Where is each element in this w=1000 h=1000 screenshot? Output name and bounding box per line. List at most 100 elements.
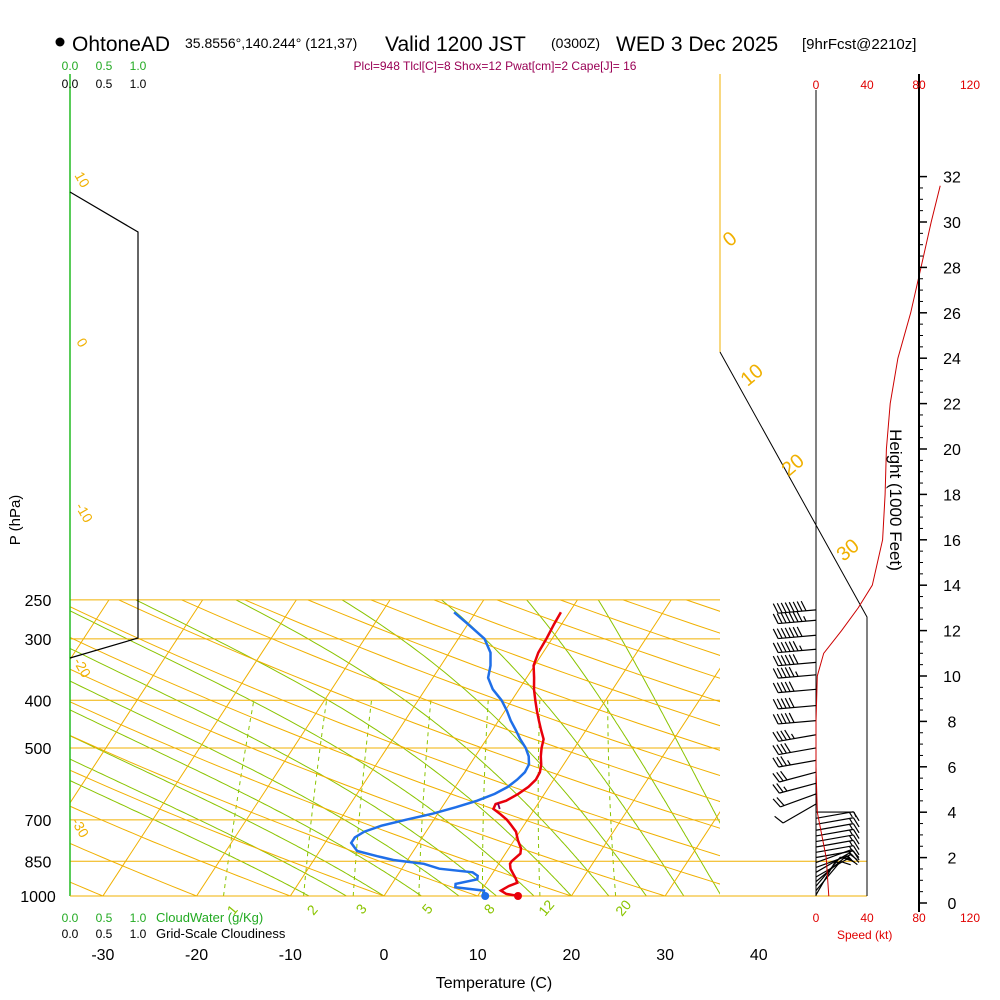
- wind-barb-flag: [780, 602, 787, 613]
- wind-barb-flag: [772, 628, 779, 639]
- wind-barb-flag: [792, 654, 799, 665]
- wind-barb-flag: [788, 697, 795, 708]
- wind-barb-flag: [792, 611, 799, 623]
- wind-barb-staff: [815, 817, 854, 825]
- wind-barb-staff: [778, 634, 817, 640]
- height-tick-label: 22: [943, 397, 961, 414]
- surface-dewpoint-marker: [481, 892, 490, 900]
- dry-adiabat-line: [70, 606, 720, 857]
- wind-barb-flag: [784, 667, 791, 678]
- height-tick-label: 32: [943, 170, 961, 187]
- moist-adiabat-line: [70, 709, 422, 896]
- wind-barb-half-flag: [848, 812, 853, 818]
- wind-barb-staff: [778, 704, 817, 710]
- isotherm-label: 0: [719, 227, 742, 251]
- isotherm-label: 10: [72, 169, 94, 191]
- wind-barb-staff: [778, 688, 817, 694]
- wind-barb-flag: [780, 743, 787, 754]
- height-tick-label: 24: [943, 351, 961, 368]
- wind-barb-flag: [780, 698, 787, 709]
- wind-barb-flag: [780, 641, 787, 653]
- wind-barb-flag: [784, 612, 791, 623]
- wind-barb-flag: [776, 744, 784, 755]
- zulu-time: (0300Z): [551, 35, 600, 51]
- moist-adiabat-line: [597, 599, 720, 824]
- wind-barb-flag: [772, 784, 780, 794]
- wind-barb-flag: [772, 668, 779, 679]
- speed-tick-bottom: 40: [860, 911, 874, 925]
- height-axis-title: Height (1000 Feet): [886, 429, 905, 571]
- wind-barb-staff: [815, 823, 854, 831]
- wind-barb-flag: [772, 655, 779, 666]
- dry-adiabat-line: [70, 842, 197, 896]
- speed-axis-title: Speed (kt): [837, 928, 892, 942]
- wind-barb: [772, 666, 817, 679]
- temperature-tick-label: 40: [750, 947, 768, 964]
- isotherm-line: [853, 600, 1000, 896]
- wind-barb-half-flag: [848, 851, 853, 857]
- wind-barb-staff: [778, 720, 817, 725]
- wind-barb-flag: [788, 627, 795, 638]
- wind-barb-flag: [776, 602, 783, 614]
- pressure-tick-label: 850: [25, 854, 52, 871]
- dry-adiabat-line: [70, 769, 385, 896]
- wind-barb-flag: [772, 773, 780, 783]
- mixing-ratio-line: [537, 700, 541, 896]
- wind-barb-flag: [784, 654, 791, 665]
- moist-adiabat-line: [235, 599, 610, 896]
- wind-barb-flag: [780, 612, 787, 624]
- wind-barb-flag: [784, 627, 791, 638]
- station-location: 35.8556°,140.244° (121,37): [185, 35, 357, 51]
- mixing-ratio-label: 20: [612, 897, 634, 919]
- wind-barb: [772, 654, 817, 667]
- wind-barb: [772, 640, 817, 654]
- wind-barb-flag: [852, 817, 860, 828]
- wind-barb-half-flag: [848, 818, 853, 824]
- temperature-tick-label: -20: [185, 947, 208, 964]
- cloudiness-tick-top: 0.5: [96, 77, 113, 91]
- height-tick-label: 26: [943, 306, 961, 323]
- wind-barb-half-flag: [848, 846, 853, 852]
- wind-barb-flag: [784, 641, 791, 652]
- wind-barb: [772, 681, 817, 694]
- moist-adiabat-line: [70, 610, 535, 896]
- mixing-ratio-line: [223, 700, 255, 896]
- wind-barb-flag: [784, 697, 791, 709]
- wind-barb-flag: [851, 854, 860, 863]
- wind-barb-staff: [815, 857, 850, 878]
- wind-barb-flag: [792, 601, 799, 612]
- wind-barb: [815, 839, 860, 850]
- dry-adiabat-line: [70, 734, 478, 896]
- height-tick-label: 30: [943, 215, 961, 232]
- speed-tick-top: 0: [813, 78, 820, 92]
- height-tick-label: 18: [943, 487, 961, 504]
- cloudiness-tick-bottom: 1.0: [130, 927, 147, 941]
- wind-barb-flag: [780, 682, 787, 693]
- wind-barb-flag: [776, 628, 783, 639]
- wind-barb-flag: [772, 731, 780, 742]
- wind-barb: [772, 793, 817, 808]
- mixing-ratio-label: 12: [535, 897, 557, 919]
- dry-adiabats: [70, 599, 720, 896]
- height-tick-label: 20: [943, 442, 961, 459]
- wind-barb: [815, 817, 860, 828]
- wind-barb-flag: [852, 829, 860, 839]
- wind-barb: [774, 803, 817, 824]
- moist-adiabat-line: [70, 735, 385, 896]
- dry-adiabat-line: [70, 636, 720, 885]
- height-tick-label: 12: [943, 624, 961, 641]
- wind-barb-staff: [815, 811, 854, 819]
- wind-barb-flag: [788, 666, 795, 677]
- wind-barb-flag: [852, 845, 860, 856]
- wind-barb-flag: [788, 601, 795, 613]
- wind-barb: [772, 742, 817, 756]
- wind-barb-half-flag: [795, 671, 799, 677]
- mixing-ratio-line: [607, 700, 617, 896]
- wind-barb-flag: [792, 626, 799, 638]
- dry-adiabat-line: [70, 668, 666, 896]
- wind-speed-line: [815, 185, 941, 897]
- wind-barb-flag: [796, 626, 803, 637]
- parcel-trace: [497, 803, 502, 812]
- wind-barb-flag: [776, 756, 784, 767]
